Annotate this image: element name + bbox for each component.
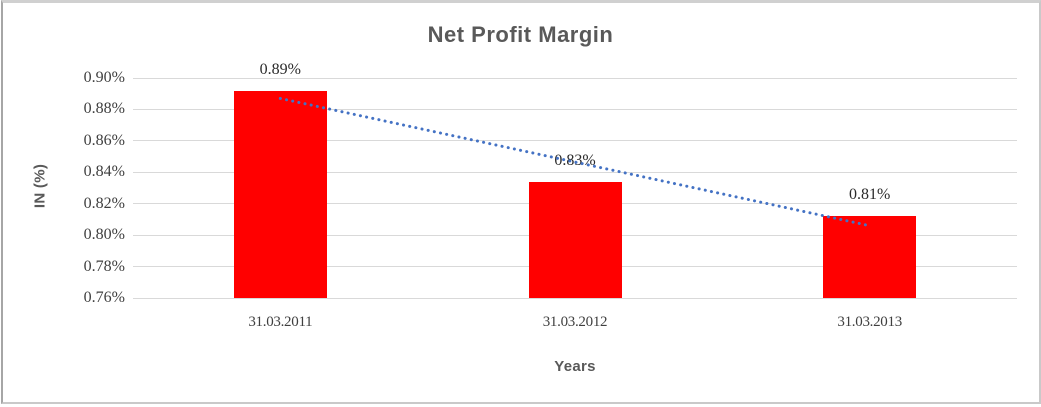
gridline <box>133 77 1017 79</box>
x-tick-label: 31.03.2013 <box>837 314 902 330</box>
y-tick-label: 0.88% <box>83 100 125 118</box>
bar-31.03.2013[interactable] <box>823 216 917 298</box>
y-tick-label: 0.84% <box>83 163 125 181</box>
x-tick-label: 31.03.2011 <box>248 314 313 330</box>
data-label: 0.81% <box>848 186 891 204</box>
data-label: 0.83% <box>554 151 596 169</box>
y-tick-label: 0.78% <box>83 257 125 275</box>
chart-title: Net Profit Margin <box>427 22 614 47</box>
data-label: 0.89% <box>259 60 301 78</box>
bar-31.03.2011[interactable] <box>233 90 327 298</box>
y-tick-label: 0.86% <box>83 131 125 149</box>
y-tick-label: 0.82% <box>83 194 125 212</box>
y-axis-title: IN (%) <box>31 163 49 209</box>
bar-31.03.2012[interactable] <box>528 181 622 298</box>
x-tick-label: 31.03.2012 <box>542 314 608 330</box>
x-axis-title: Years <box>554 358 596 375</box>
y-tick-label: 0.90% <box>83 69 125 86</box>
y-tick-label: 0.76% <box>83 289 125 306</box>
gridline <box>133 297 1017 299</box>
y-tick-label: 0.80% <box>83 226 125 244</box>
